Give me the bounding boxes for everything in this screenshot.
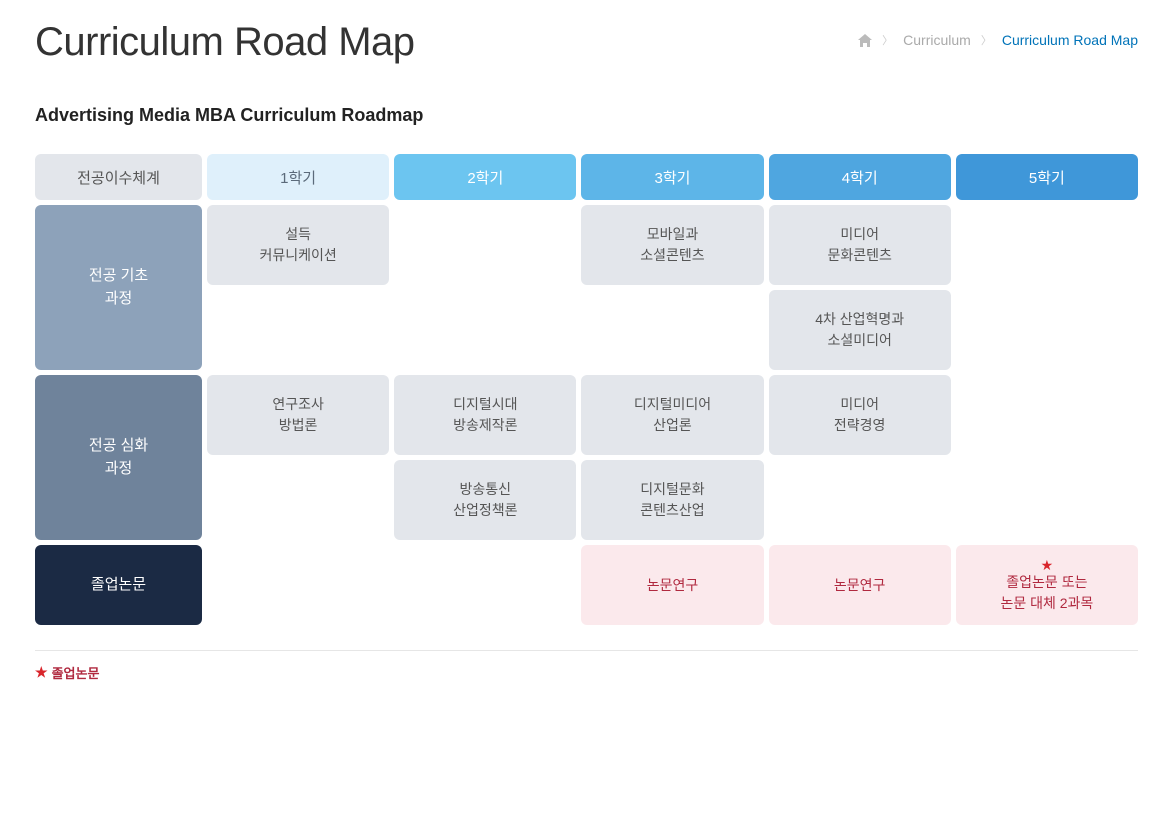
home-icon[interactable] xyxy=(858,34,872,47)
legend: ★ 졸업논문 xyxy=(35,663,1138,682)
grid-cell-course: 미디어 전략경영 xyxy=(769,375,951,455)
grid-header-semester: 2학기 xyxy=(394,154,576,200)
breadcrumb: 〉 Curriculum 〉 Curriculum Road Map xyxy=(858,20,1138,48)
grid-cell-course: 미디어 문화콘텐츠 xyxy=(769,205,951,285)
grid-cell-thesis: 논문연구 xyxy=(769,545,951,625)
grid-cell-empty xyxy=(769,460,951,540)
divider xyxy=(35,650,1138,651)
section-subtitle: Advertising Media MBA Curriculum Roadmap xyxy=(35,105,1138,126)
grid-header-semester: 1학기 xyxy=(207,154,389,200)
grid-cell-course: 연구조사 방법론 xyxy=(207,375,389,455)
grid-cell-course: 디지털미디어 산업론 xyxy=(581,375,763,455)
grid-row-label: 전공 심화 과정 xyxy=(35,375,202,540)
grid-cell-empty xyxy=(956,460,1138,540)
star-icon: ★ xyxy=(35,664,48,681)
grid-cell-empty xyxy=(394,545,576,625)
grid-cell-empty xyxy=(207,290,389,370)
grid-cell-empty xyxy=(956,375,1138,455)
curriculum-grid: 전공이수체계1학기2학기3학기4학기5학기전공 기초 과정설득 커뮤니케이션 모바… xyxy=(35,154,1138,625)
page-title: Curriculum Road Map xyxy=(35,20,415,65)
grid-header-corner: 전공이수체계 xyxy=(35,154,202,200)
chevron-right-icon: 〉 xyxy=(882,32,893,48)
star-icon: ★ xyxy=(1041,555,1054,576)
grid-cell-thesis: ★졸업논문 또는 논문 대체 2과목 xyxy=(956,545,1138,625)
legend-label: 졸업논문 xyxy=(52,663,100,682)
chevron-right-icon: 〉 xyxy=(981,32,992,48)
grid-cell-thesis: 논문연구 xyxy=(581,545,763,625)
grid-header-semester: 5학기 xyxy=(956,154,1138,200)
grid-cell-course: 설득 커뮤니케이션 xyxy=(207,205,389,285)
grid-cell-empty xyxy=(207,545,389,625)
grid-cell-course: 디지털문화 콘텐츠산업 xyxy=(581,460,763,540)
grid-cell-text: 졸업논문 또는 논문 대체 2과목 xyxy=(1000,572,1093,614)
grid-cell-course: 4차 산업혁명과 소셜미디어 xyxy=(769,290,951,370)
grid-header-semester: 3학기 xyxy=(581,154,763,200)
grid-row-label: 졸업논문 xyxy=(35,545,202,625)
grid-cell-course: 디지털시대 방송제작론 xyxy=(394,375,576,455)
grid-cell-empty xyxy=(956,205,1138,285)
grid-cell-empty xyxy=(207,460,389,540)
grid-header-semester: 4학기 xyxy=(769,154,951,200)
grid-cell-empty xyxy=(581,290,763,370)
grid-cell-course: 방송통신 산업정책론 xyxy=(394,460,576,540)
breadcrumb-item-current[interactable]: Curriculum Road Map xyxy=(1002,32,1138,48)
grid-row-label: 전공 기초 과정 xyxy=(35,205,202,370)
grid-cell-empty xyxy=(394,205,576,285)
breadcrumb-item[interactable]: Curriculum xyxy=(903,32,971,48)
grid-cell-course: 모바일과 소셜콘텐츠 xyxy=(581,205,763,285)
grid-cell-empty xyxy=(956,290,1138,370)
grid-cell-empty xyxy=(394,290,576,370)
